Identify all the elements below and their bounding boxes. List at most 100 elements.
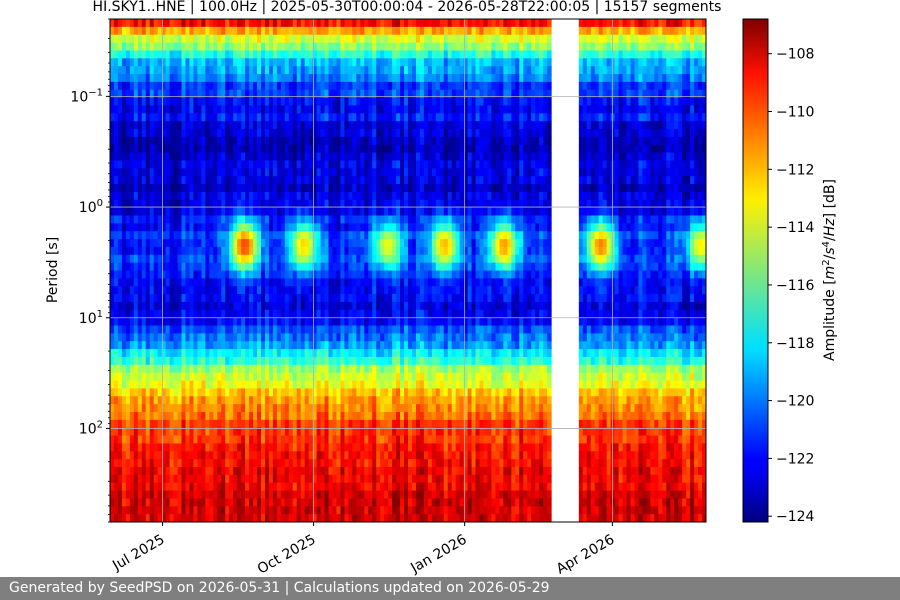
heatmap-cell (141, 26, 147, 36)
heatmap-cell (264, 490, 270, 500)
heatmap-cell (260, 333, 266, 342)
heatmap-cell (328, 160, 334, 169)
heatmap-cell (249, 514, 254, 522)
heatmap-cell (209, 231, 214, 240)
heatmap-cell (181, 129, 187, 138)
heatmap-cell (320, 26, 326, 36)
heatmap-cell (113, 66, 119, 75)
heatmap-cell (368, 270, 373, 279)
heatmap-cell (292, 199, 298, 209)
heatmap-cell (113, 404, 119, 413)
heatmap-cell (133, 482, 139, 492)
heatmap-cell (276, 231, 282, 240)
heatmap-cell (304, 160, 310, 169)
heatmap-cell (193, 223, 199, 232)
heatmap-cell (376, 466, 381, 476)
heatmap-cell (292, 184, 298, 193)
heatmap-cell (364, 474, 369, 484)
heatmap-cell (205, 482, 210, 492)
heatmap-cell (392, 97, 397, 107)
heatmap-cell (141, 301, 147, 311)
heatmap-cell (296, 498, 302, 507)
heatmap-cell (181, 435, 187, 445)
heatmap-cell (332, 514, 338, 522)
heatmap-cell (396, 388, 401, 397)
heatmap-cell (328, 427, 334, 437)
heatmap-cell (205, 207, 210, 217)
heatmap-cell (272, 372, 278, 382)
heatmap-cell (165, 459, 171, 468)
heatmap-cell (280, 474, 286, 484)
heatmap-cell (209, 160, 214, 169)
heatmap-cell (113, 184, 119, 193)
heatmap-cell (193, 372, 199, 382)
heatmap-cell (253, 121, 258, 130)
heatmap-cell (233, 176, 238, 185)
heatmap-cell (348, 262, 353, 272)
heatmap-cell (257, 466, 262, 476)
heatmap-cell (288, 223, 294, 232)
heatmap-cell (408, 388, 413, 397)
heatmap-cell (189, 74, 195, 83)
heatmap-cell (145, 278, 151, 287)
heatmap-cell (193, 309, 199, 319)
heatmap-cell (352, 427, 357, 437)
heatmap-cell (185, 443, 191, 452)
heatmap-cell (181, 223, 187, 232)
heatmap-cell (161, 443, 167, 452)
heatmap-cell (169, 286, 175, 295)
heatmap-cell (288, 270, 294, 279)
heatmap-cell (241, 404, 246, 413)
heatmap-cell (245, 349, 250, 358)
heatmap-cell (400, 309, 405, 319)
heatmap-cell (121, 506, 127, 515)
heatmap-cell (404, 443, 409, 452)
heatmap-cell (280, 435, 286, 445)
heatmap-cell (181, 81, 187, 91)
heatmap-cell (117, 191, 123, 201)
heatmap-cell (245, 372, 250, 382)
heatmap-cell (300, 254, 306, 264)
heatmap-cell (304, 356, 310, 366)
heatmap-cell (392, 309, 397, 319)
heatmap-cell (304, 239, 310, 248)
heatmap-cell (404, 270, 409, 279)
heatmap-cell (145, 223, 151, 232)
heatmap-cell (344, 466, 349, 476)
heatmap-cell (352, 364, 357, 374)
heatmap-cell (292, 459, 298, 468)
heatmap-cell (253, 58, 258, 67)
heatmap-cell (292, 191, 298, 201)
heatmap-cell (304, 349, 310, 358)
heatmap-cell (380, 270, 385, 279)
heatmap-cell (181, 105, 187, 114)
heatmap-cell (253, 152, 258, 162)
heatmap-cell (213, 262, 218, 272)
heatmap-cell (149, 66, 155, 75)
heatmap-cell (308, 301, 314, 311)
heatmap-cell (233, 191, 238, 201)
heatmap-cell (312, 207, 318, 217)
heatmap-cell (185, 435, 191, 445)
heatmap-cell (380, 136, 385, 146)
heatmap-cell (149, 466, 155, 476)
heatmap-cell (392, 121, 397, 130)
heatmap-cell (340, 482, 346, 492)
heatmap-cell (296, 136, 302, 146)
heatmap-cell (415, 364, 421, 374)
heatmap-cell (197, 325, 202, 334)
heatmap-cell (161, 388, 167, 397)
heatmap-cell (288, 191, 294, 201)
heatmap-cell (113, 294, 119, 303)
heatmap-cell (411, 89, 417, 99)
heatmap-cell (364, 341, 369, 350)
heatmap-cell (368, 301, 373, 311)
heatmap-cell (129, 26, 135, 36)
heatmap-cell (308, 152, 314, 162)
heatmap-cell (408, 474, 413, 484)
heatmap-cell (411, 152, 417, 162)
heatmap-cell (165, 74, 171, 83)
heatmap-cell (173, 50, 179, 59)
heatmap-cell (348, 333, 353, 342)
heatmap-cell (257, 66, 262, 75)
